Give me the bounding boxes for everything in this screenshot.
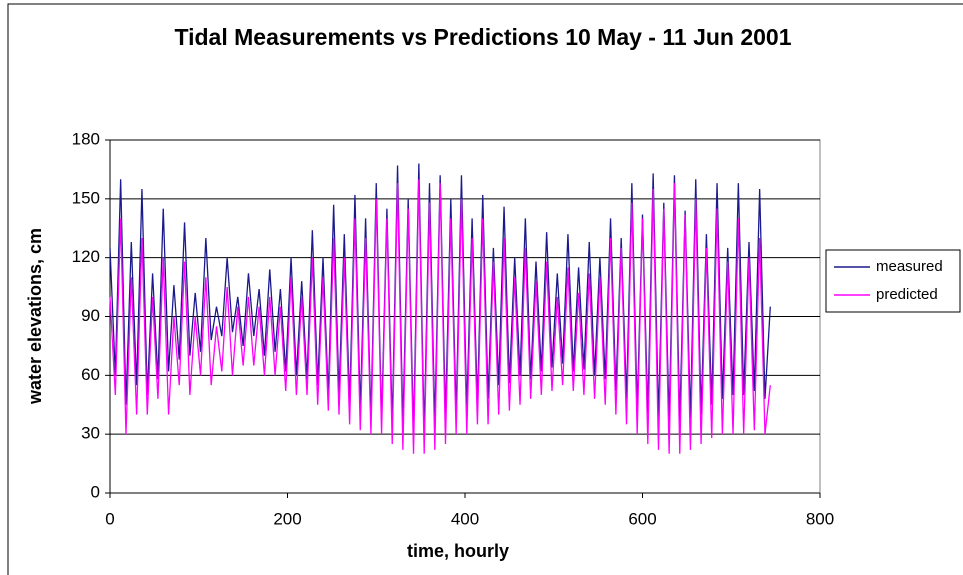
x-tick-label: 800 xyxy=(806,509,834,528)
y-axis-label: water elevations, cm xyxy=(25,228,45,405)
y-tick-label: 90 xyxy=(81,306,100,325)
x-tick-label: 400 xyxy=(451,509,479,528)
legend-box xyxy=(825,249,961,313)
chart-title: Tidal Measurements vs Predictions 10 May… xyxy=(174,24,792,50)
series-line xyxy=(109,179,771,454)
x-tick-label: 200 xyxy=(273,509,301,528)
legend-label: measured xyxy=(876,258,943,275)
x-axis-label: time, hourly xyxy=(407,541,509,561)
y-tick-label: 150 xyxy=(72,188,100,207)
x-tick-label: 600 xyxy=(628,509,656,528)
y-tick-label: 180 xyxy=(72,129,100,148)
x-tick-label: 0 xyxy=(105,509,114,528)
chart-border xyxy=(7,3,963,575)
y-tick-label: 0 xyxy=(91,482,100,501)
y-tick-label: 60 xyxy=(81,365,100,384)
legend-label: predicted xyxy=(876,286,938,303)
y-tick-label: 30 xyxy=(81,424,100,443)
y-tick-label: 120 xyxy=(72,247,100,266)
